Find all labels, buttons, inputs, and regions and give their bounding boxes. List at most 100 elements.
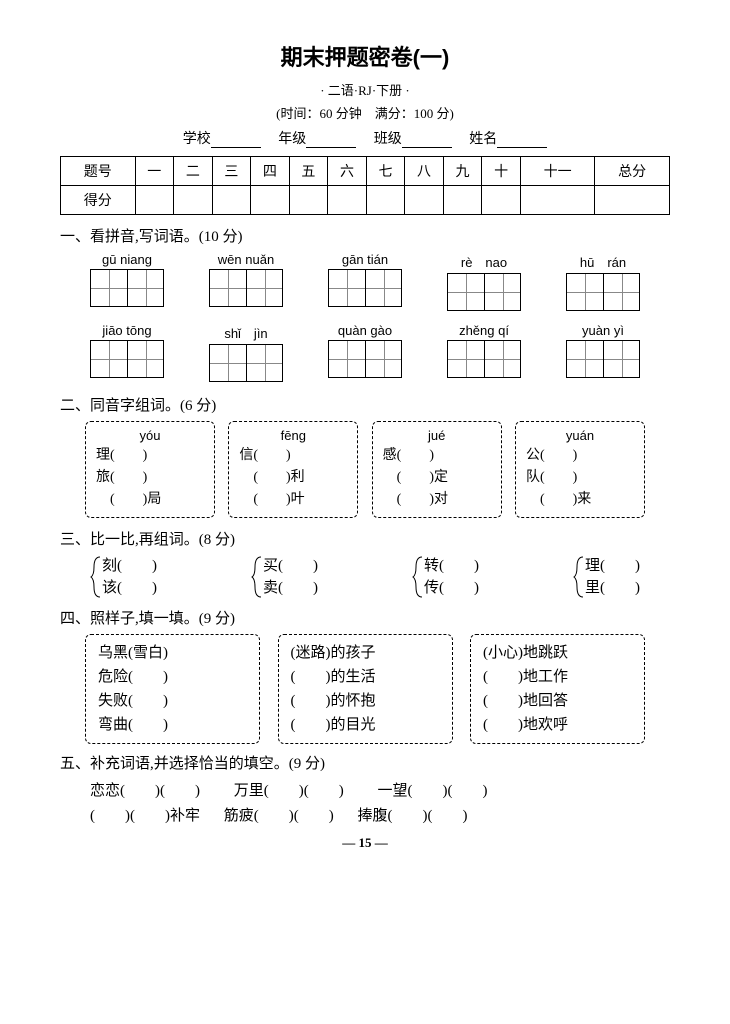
char-grid xyxy=(566,273,640,311)
box-line: ( )局 xyxy=(96,489,204,511)
th: 四 xyxy=(251,157,290,186)
pinyin-text: yuàn yì xyxy=(566,323,640,338)
box-line: 感( ) xyxy=(383,445,491,467)
pair-line: 买( ) xyxy=(263,555,318,577)
left-brace-icon xyxy=(573,555,585,599)
table-row: 题号 一 二 三 四 五 六 七 八 九 十 十一 总分 xyxy=(61,157,670,186)
pinyin-text: rè nao xyxy=(447,252,521,271)
box-line: 失败( ) xyxy=(98,689,247,713)
pinyin-block: zhěng qí xyxy=(447,323,521,382)
pinyin-row: gū niangwēn nuǎngān tiánrè naohū rán xyxy=(90,252,640,311)
student-info-line: 学校 年级 班级 姓名 xyxy=(60,128,670,148)
char-cell xyxy=(246,345,282,381)
example-row: 乌黑(雪白)危险( )失败( )弯曲( )(迷路)的孩子( )的生活( )的怀抱… xyxy=(85,634,645,744)
box-line: 危险( ) xyxy=(98,665,247,689)
pair-line: 转( ) xyxy=(424,555,479,577)
pinyin-block: gān tián xyxy=(328,252,402,311)
compare-row: 刻( )该( ) 买( )卖( ) 转( )传( ) 理( )里( ) xyxy=(90,555,640,599)
label-grade: 年级 xyxy=(278,132,306,147)
box-line: ( )对 xyxy=(383,489,491,511)
th: 六 xyxy=(328,157,367,186)
box-line: ( )的目光 xyxy=(291,713,440,737)
section-5-head: 五、补充词语,并选择恰当的填空。(9 分) xyxy=(60,752,670,773)
box-line: ( )的怀抱 xyxy=(291,689,440,713)
char-grid xyxy=(328,269,402,307)
compare-pair: 转( )传( ) xyxy=(412,555,479,599)
pinyin-block: quàn gào xyxy=(328,323,402,382)
box-pinyin: yuán xyxy=(526,428,634,443)
char-grid xyxy=(90,340,164,378)
score-table: 题号 一 二 三 四 五 六 七 八 九 十 十一 总分 得分 xyxy=(60,156,670,215)
pair-line: 传( ) xyxy=(424,577,479,599)
th: 题号 xyxy=(61,157,136,186)
label-name: 姓名 xyxy=(469,132,497,147)
box-line: (小心)地跳跃 xyxy=(483,641,632,665)
char-cell xyxy=(210,270,246,306)
box-line: ( )地工作 xyxy=(483,665,632,689)
pinyin-text: wēn nuǎn xyxy=(209,252,283,267)
box-line: ( )地欢呼 xyxy=(483,713,632,737)
pair-line: 里( ) xyxy=(585,577,640,599)
txt: 恋恋( )( ) xyxy=(90,783,200,799)
char-cell xyxy=(567,274,603,310)
td-label: 得分 xyxy=(61,186,136,215)
char-cell xyxy=(448,341,484,377)
box-line: ( )地回答 xyxy=(483,689,632,713)
txt: 万里( )( ) xyxy=(234,783,344,799)
th: 五 xyxy=(289,157,328,186)
char-cell xyxy=(603,341,639,377)
box-line: 旅( ) xyxy=(96,467,204,489)
box-line: ( )利 xyxy=(239,467,347,489)
char-cell xyxy=(567,341,603,377)
label-school: 学校 xyxy=(183,132,211,147)
box-line: ( )叶 xyxy=(239,489,347,511)
box-line: ( )来 xyxy=(526,489,634,511)
example-box: (迷路)的孩子( )的生活( )的怀抱( )的目光 xyxy=(278,634,453,744)
pinyin-row: jiāo tōng shǐ jìn quàn gào zhěng qí yuàn yì xyxy=(90,323,640,382)
example-box: (小心)地跳跃( )地工作( )地回答( )地欢呼 xyxy=(470,634,645,744)
th: 八 xyxy=(405,157,444,186)
blank xyxy=(402,134,452,148)
th: 七 xyxy=(366,157,405,186)
char-cell xyxy=(127,341,163,377)
pair-line: 刻( ) xyxy=(102,555,157,577)
label-class: 班级 xyxy=(374,132,402,147)
pinyin-text: jiāo tōng xyxy=(90,323,164,338)
section-2-head: 二、同音字组词。(6 分) xyxy=(60,394,670,415)
homophone-row: yóu理( )旅( ) ( )局fēng信( ) ( )利 ( )叶jué感( … xyxy=(85,421,645,518)
pinyin-text: hū rán xyxy=(566,252,640,271)
pinyin-block: shǐ jìn xyxy=(209,323,283,382)
char-grid xyxy=(447,273,521,311)
box-line: ( )定 xyxy=(383,467,491,489)
pair-line: 卖( ) xyxy=(263,577,318,599)
txt: 筋疲( )( ) xyxy=(224,808,334,824)
compare-pair: 买( )卖( ) xyxy=(251,555,318,599)
pinyin-text: gān tián xyxy=(328,252,402,267)
left-brace-icon xyxy=(412,555,424,599)
pinyin-block: wēn nuǎn xyxy=(209,252,283,311)
th: 一 xyxy=(135,157,174,186)
th: 三 xyxy=(212,157,251,186)
box-line: 理( ) xyxy=(96,445,204,467)
box-pinyin: yóu xyxy=(96,428,204,443)
page-number: — 15 — xyxy=(60,835,670,851)
box-pinyin: fēng xyxy=(239,428,347,443)
compare-pair: 刻( )该( ) xyxy=(90,555,157,599)
th: 十一 xyxy=(520,157,595,186)
th: 九 xyxy=(443,157,482,186)
pinyin-block: yuàn yì xyxy=(566,323,640,382)
homophone-box: yóu 理( )旅( ) ( )局 xyxy=(85,421,215,518)
th: 总分 xyxy=(595,157,670,186)
char-cell xyxy=(210,345,246,381)
char-grid xyxy=(447,340,521,378)
compare-pair: 理( )里( ) xyxy=(573,555,640,599)
box-line: ( )的生活 xyxy=(291,665,440,689)
char-cell xyxy=(484,341,520,377)
subtitle: · 二语·RJ·下册 · xyxy=(60,80,670,99)
char-cell xyxy=(91,341,127,377)
homophone-box: yuán公( )队( ) ( )来 xyxy=(515,421,645,518)
pinyin-block: rè nao xyxy=(447,252,521,311)
box-pinyin: jué xyxy=(383,428,491,443)
example-box: 乌黑(雪白)危险( )失败( )弯曲( ) xyxy=(85,634,260,744)
pair-line: 该( ) xyxy=(102,577,157,599)
